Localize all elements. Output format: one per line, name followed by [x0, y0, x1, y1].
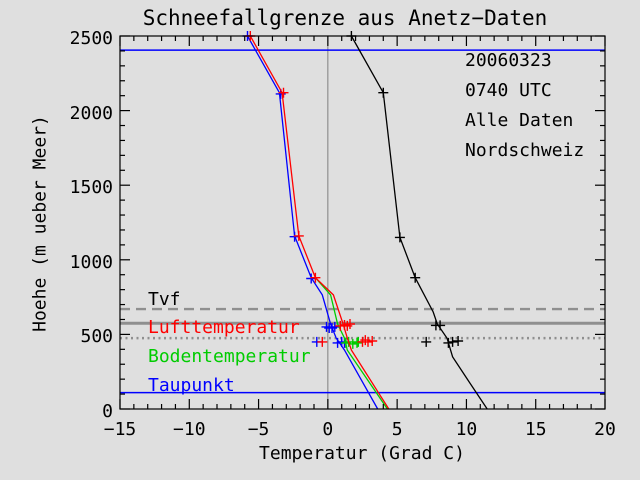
legend-taupunkt: Taupunkt [148, 375, 235, 396]
y-tick-label: 1500 [69, 177, 113, 199]
annotation-date: 20060323 [465, 50, 552, 71]
series-line-profil-schwarz-ohne-legende- [350, 35, 488, 410]
x-tick-label: 5 [391, 419, 403, 440]
legend-lufttemperatur: Lufttemperatur [148, 317, 300, 338]
x-tick-label: 10 [455, 419, 478, 440]
y-tick-label: 0 [102, 401, 113, 422]
x-tick-label: 20 [594, 419, 616, 440]
y-tick-label: 500 [80, 326, 113, 348]
y-tick-label: 1000 [69, 251, 113, 273]
legend-bodentemperatur: Bodentemperatur [148, 346, 311, 367]
x-axis-title: Temperatur (Grad C) [259, 443, 465, 464]
x-tick-label: −15 [103, 419, 137, 440]
x-tick-label: −5 [247, 419, 270, 440]
series-line-bodentemperatur [314, 277, 388, 410]
x-tick-label: −10 [173, 419, 206, 440]
x-tick-label: 15 [524, 419, 547, 440]
annotation-time: 0740 UTC [465, 80, 552, 101]
series-markers-lufttemperatur [245, 31, 378, 347]
series-line-lufttemperatur [249, 35, 390, 410]
annotation-scope: Alle Daten [465, 110, 574, 131]
plot-frame [119, 35, 606, 410]
x-tick-label: 0 [322, 419, 334, 440]
legend-tvf: Tvf [148, 289, 181, 310]
series-markers-taupunkt [242, 31, 350, 348]
chart-title: Schneefallgrenze aus Anetz−Daten [142, 6, 548, 30]
y-tick-label: 2000 [69, 102, 113, 124]
y-tick-label: 2500 [69, 28, 113, 49]
series-markers-profil-schwarz-ohne-legende- [346, 31, 464, 348]
annotation-region: Nordschweiz [465, 140, 585, 161]
